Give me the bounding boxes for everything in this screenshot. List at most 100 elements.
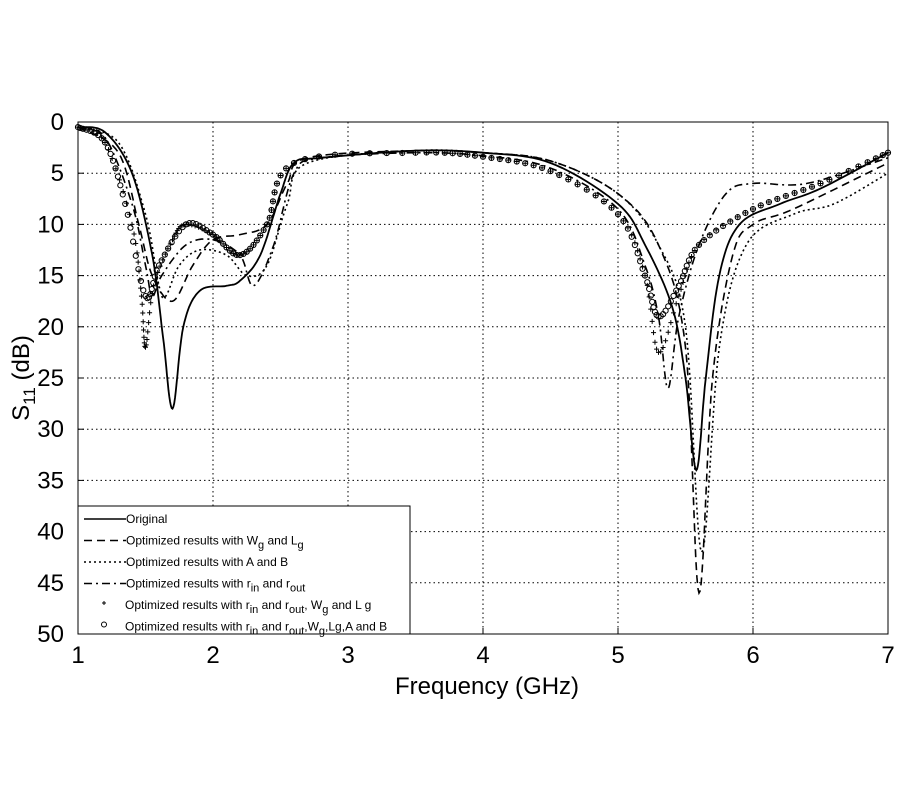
x-tick-label: 5 (611, 642, 624, 669)
circle-marker (109, 157, 117, 164)
plus-marker (488, 155, 494, 161)
circle-marker (230, 250, 237, 257)
circle-marker (683, 262, 690, 269)
circle-marker (132, 252, 139, 259)
circle-marker (670, 292, 677, 300)
y-tick-label: 35 (37, 467, 64, 494)
circle-marker (592, 192, 599, 199)
circle-marker (193, 220, 200, 228)
circle-marker (845, 167, 852, 175)
circle-marker (168, 239, 175, 246)
plus-marker (601, 198, 607, 204)
plus-marker (660, 345, 666, 351)
plus-marker (148, 300, 154, 306)
plus-marker (873, 155, 879, 161)
legend-label-text: and r (258, 620, 289, 634)
y-label-main: S (8, 405, 35, 421)
series-4 (77, 126, 889, 390)
circle-marker (301, 156, 309, 163)
circle-marker (641, 272, 649, 279)
circle-marker (826, 176, 833, 183)
plus-marker (270, 198, 276, 204)
plus-marker (332, 152, 338, 158)
legend-item: Optimized results with A and B (84, 555, 288, 569)
plus-marker (855, 163, 861, 169)
circle-marker (290, 159, 298, 167)
circle-marker (639, 265, 646, 272)
circle-marker (628, 233, 635, 240)
legend-item: Optimized results with rin and rout, Wg … (102, 598, 371, 616)
plus-marker (457, 151, 463, 157)
plus-marker (291, 160, 297, 166)
circle-marker (117, 182, 124, 189)
plus-marker (167, 241, 173, 247)
plus-marker (696, 242, 702, 248)
legend-label-text: Original (126, 512, 167, 526)
circle-marker (742, 209, 749, 217)
circle-marker (441, 149, 448, 156)
plus-marker (145, 329, 151, 335)
circle-marker (243, 248, 250, 255)
y-axis-label: S11 (dB) (8, 335, 39, 421)
plus-marker (548, 168, 553, 174)
circle-marker (145, 294, 153, 301)
circle-marker (130, 238, 137, 245)
plus-marker (792, 190, 798, 196)
circle-marker (681, 267, 688, 275)
circle-marker (791, 189, 798, 197)
circle-marker (651, 308, 659, 315)
circle-marker (148, 285, 155, 293)
circle-marker (637, 258, 644, 265)
plus-marker (818, 180, 823, 186)
x-tick-labels: 1 2 3 4 5 6 7 (71, 642, 894, 669)
circle-marker (456, 150, 464, 157)
circle-marker (161, 251, 168, 258)
legend-label-text: ,Lg,A and B (325, 620, 387, 634)
circle-marker (765, 198, 773, 206)
circle-marker (112, 165, 119, 172)
circle-marker (496, 155, 503, 163)
series-line (77, 126, 889, 390)
plus-marker (671, 310, 677, 316)
y-tick-label: 10 (37, 211, 64, 238)
plus-marker (800, 187, 806, 193)
legend-label-text: and r (258, 598, 289, 612)
plus-marker (272, 189, 278, 195)
legend-box (77, 505, 411, 635)
circle-marker (153, 267, 160, 274)
plus-marker (783, 193, 789, 199)
y-tick-label: 40 (37, 519, 64, 546)
circle-marker (137, 277, 145, 285)
plus-marker (522, 160, 528, 166)
circle-marker (220, 240, 227, 247)
plus-marker (652, 339, 658, 345)
circle-marker (155, 262, 163, 269)
plus-marker (656, 349, 661, 355)
circle-marker (634, 250, 641, 257)
plus-marker (663, 338, 669, 344)
plus-marker (140, 319, 146, 325)
circle-marker (620, 217, 627, 225)
plus-marker (237, 252, 243, 258)
circle-marker (253, 237, 260, 244)
plus-marker (531, 162, 537, 168)
legend-label-text: and r (259, 577, 290, 591)
circle-marker (608, 204, 615, 211)
circle-marker (749, 205, 757, 213)
circle-marker (87, 127, 94, 135)
plus-marker (283, 165, 289, 171)
plus-marker (257, 232, 263, 238)
plus-marker (143, 342, 149, 348)
circle-marker (734, 214, 741, 221)
circle-marker (158, 257, 165, 264)
circle-marker (236, 252, 244, 259)
plus-marker (261, 227, 267, 233)
grid (77, 121, 889, 635)
plus-marker (349, 151, 355, 157)
circle-marker (101, 139, 109, 146)
legend-label-sub: g (298, 540, 304, 552)
plus-marker (165, 246, 171, 252)
circle-marker (186, 220, 193, 227)
legend-label-text: ,W (304, 620, 319, 634)
series-line (77, 126, 889, 596)
